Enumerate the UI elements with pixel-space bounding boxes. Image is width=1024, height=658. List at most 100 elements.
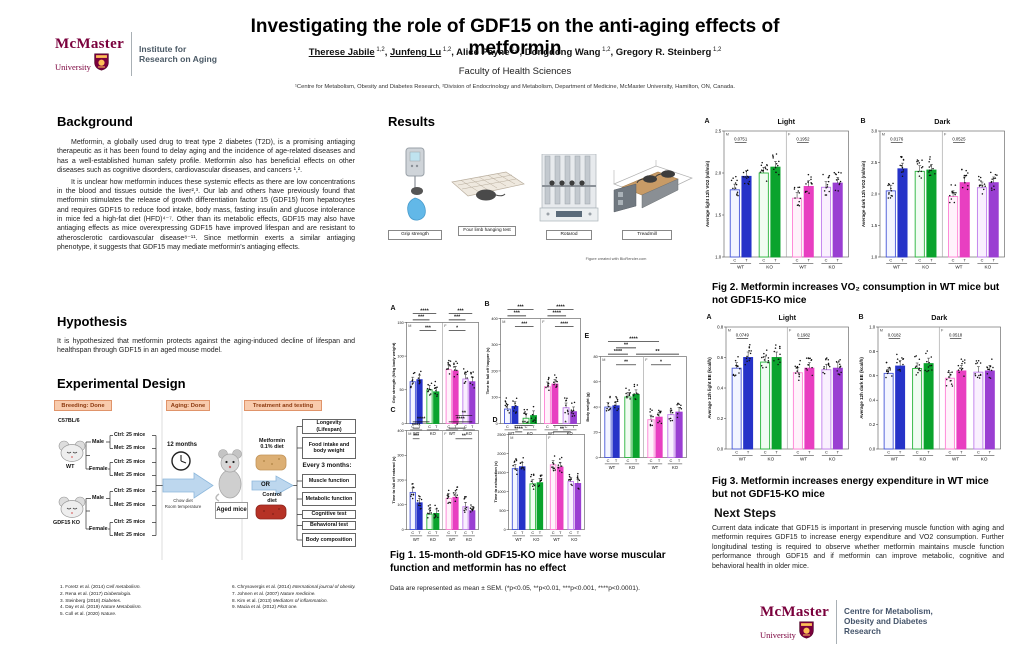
svg-text:T: T (964, 258, 967, 263)
svg-text:400: 400 (491, 317, 497, 321)
fig3-panel-B: B Dark 0.0 0.2 0.4 0.6 0.8 1.0 Average 12h dark … (858, 312, 1004, 473)
svg-text:0.8: 0.8 (717, 324, 724, 329)
svg-text:WT: WT (413, 537, 420, 542)
svg-text:T: T (989, 450, 992, 455)
svg-text:WT: WT (739, 456, 746, 461)
fig3-caption: Fig 3. Metformin increases energy expend… (712, 476, 989, 500)
author: Dongdong Wang 1,2 (524, 47, 611, 59)
test-cognitive: Cognitive test (302, 510, 356, 519)
svg-text:KO: KO (920, 456, 927, 461)
svg-text:M: M (602, 358, 605, 362)
bar-chart-C: C 0 100 200 300 400 Time to fall off rotarod (… (391, 407, 479, 542)
mcmaster-shield-icon-2 (799, 621, 814, 639)
svg-text:WT: WT (413, 431, 420, 436)
svg-text:T: T (775, 450, 778, 455)
svg-text:C: C (464, 530, 467, 535)
svg-text:A: A (707, 314, 712, 321)
svg-text:WT: WT (652, 465, 659, 470)
mcmaster-text: McMaster (55, 36, 125, 52)
svg-text:Light: Light (778, 313, 796, 322)
svg-text:C: C (552, 530, 555, 535)
svg-text:1.0: 1.0 (869, 324, 876, 329)
svg-text:**: ** (462, 434, 466, 440)
svg-text:KO: KO (829, 456, 836, 461)
strain1-label: C57BL/6 (58, 418, 80, 424)
author: Junfeng Lu 1,2 (390, 47, 452, 59)
svg-text:0.0525: 0.0525 (952, 137, 966, 142)
equipment-figure: Grip strength Four limb hanging test Rot… (388, 140, 694, 262)
svg-text:WT: WT (737, 264, 744, 269)
svg-text:0.0182: 0.0182 (888, 333, 902, 338)
stage-aging: Aging: Done (166, 400, 210, 411)
reference-item: 2. Rena et al. (2017) Diabetologia. (60, 590, 132, 596)
svg-text:****: **** (556, 305, 565, 311)
fig1-panel-D: D 0 500 1000 1500 2000 2500 Time to exhaustion … (492, 415, 588, 550)
svg-text:100: 100 (397, 503, 403, 507)
sex-female-1: Female (89, 465, 108, 472)
svg-text:80: 80 (593, 355, 597, 359)
svg-text:C: C (546, 424, 549, 429)
fig1-panel-C: C 0 100 200 300 400 Time to fall off rotarod (… (390, 405, 482, 550)
svg-text:M: M (882, 133, 885, 137)
svg-text:C: C (764, 450, 767, 455)
svg-text:1000: 1000 (497, 490, 505, 494)
grip-strength-icon (405, 147, 426, 221)
mcmaster-iroa-logo: McMaster University Institute for Resear… (55, 32, 217, 76)
svg-text:***: *** (514, 311, 521, 317)
svg-text:C: C (981, 258, 984, 263)
svg-text:****: **** (553, 311, 562, 317)
svg-text:1.5: 1.5 (871, 223, 878, 228)
svg-text:T: T (539, 530, 542, 535)
svg-text:C: C (411, 530, 414, 535)
svg-text:C: C (948, 450, 951, 455)
svg-text:T: T (747, 450, 750, 455)
svg-text:KO: KO (430, 431, 437, 436)
svg-text:WT: WT (955, 264, 962, 269)
svg-text:*: * (456, 423, 459, 429)
test-behavioral: Behavioral test (302, 521, 356, 530)
svg-text:**: ** (462, 411, 467, 417)
breeding-group-label: Met: 25 mice (114, 472, 146, 478)
data-note: Data are represented as mean ± SEM. (*p<… (390, 585, 640, 592)
svg-text:C: C (531, 530, 534, 535)
svg-text:T: T (521, 530, 524, 535)
svg-text:F: F (548, 436, 551, 440)
svg-text:T: T (418, 424, 421, 429)
svg-text:0.0: 0.0 (717, 446, 724, 451)
svg-text:C: C (762, 258, 765, 263)
bar-chart-A: A Light 1.0 1.5 2.0 2.5 Average light 12h VO2 … (705, 117, 849, 269)
treadmill-icon (613, 160, 693, 213)
institute-name: Institute for Research on Aging (139, 43, 218, 64)
svg-text:*: * (660, 360, 662, 366)
svg-text:C: C (796, 450, 799, 455)
svg-text:0.8: 0.8 (869, 349, 876, 354)
svg-text:T: T (808, 450, 811, 455)
bar-chart-A: A Light 0.0 0.2 0.4 0.6 0.8 Average 12h light E… (707, 313, 849, 461)
svg-text:T: T (808, 258, 811, 263)
svg-text:C: C (796, 258, 799, 263)
equipment-label-grip: Grip strength (388, 230, 442, 240)
svg-text:B: B (485, 301, 490, 308)
svg-text:KO: KO (985, 264, 992, 269)
background-heading: Background (57, 114, 133, 129)
breeding-group-label: Ctrl: 25 mice (114, 459, 146, 465)
svg-text:100: 100 (397, 355, 403, 359)
svg-text:T: T (899, 450, 902, 455)
logo-divider (131, 32, 133, 76)
svg-text:200: 200 (397, 478, 403, 482)
svg-text:0.2: 0.2 (717, 416, 724, 421)
hanging-test-icon (451, 171, 525, 201)
svg-text:T: T (836, 258, 839, 263)
svg-text:T: T (471, 530, 474, 535)
results-heading: Results (388, 114, 435, 129)
svg-text:C: C (918, 258, 921, 263)
ko-mouse-icon (58, 496, 86, 518)
aged-mice-box: Aged mice (215, 502, 248, 519)
svg-text:**: ** (560, 427, 565, 433)
fig1-caption: Fig 1. 15-month-old GDF15-KO mice have w… (390, 550, 666, 574)
strain2-name: GDF15 KO (53, 520, 80, 526)
svg-text:C: C (735, 450, 738, 455)
test-body-composition: Body composition (302, 533, 356, 547)
svg-text:2500: 2500 (497, 433, 505, 437)
svg-text:T: T (745, 258, 748, 263)
